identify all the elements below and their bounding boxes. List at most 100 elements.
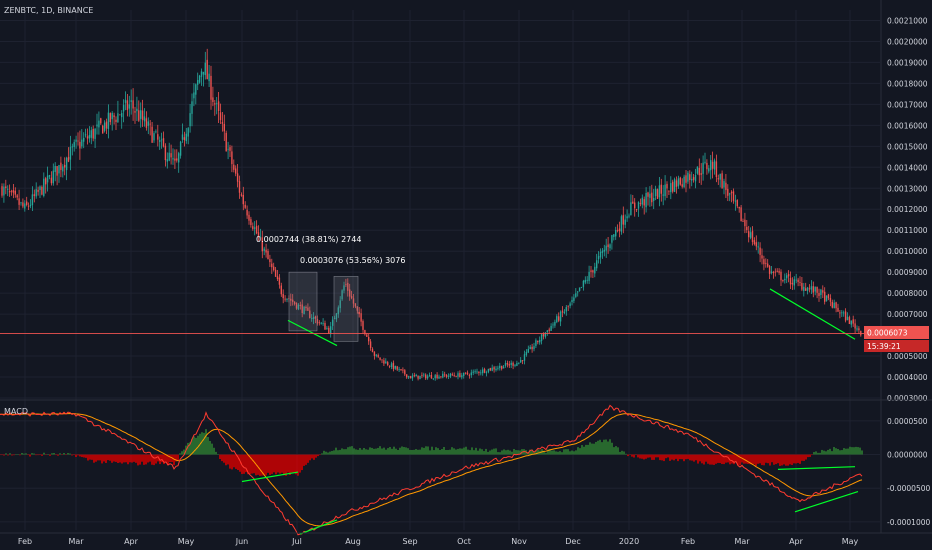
macd-hist-bar — [105, 454, 107, 463]
macd-hist-bar — [753, 454, 755, 465]
y-tick-label: 0.0017000 — [887, 100, 928, 109]
candle-body — [776, 270, 778, 272]
macd-hist-bar — [787, 454, 789, 466]
candle-body — [311, 318, 313, 319]
drawings — [0, 271, 864, 347]
measure-box-2 — [333, 276, 359, 342]
x-tick-label: Apr — [789, 537, 804, 546]
candle-body — [746, 226, 748, 230]
candle-body — [451, 374, 453, 376]
candle-body — [514, 365, 516, 366]
macd-hist-bar — [37, 454, 39, 456]
candle-body — [708, 168, 710, 172]
price-tag: 0.0006073 15:39:21 — [864, 326, 929, 352]
candle-body — [825, 295, 828, 301]
macd-hist-bar — [285, 454, 287, 476]
macd-hist-bar — [585, 444, 587, 455]
trendline-price-1 — [287, 319, 338, 347]
candle-body — [440, 376, 442, 378]
x-tick-label: Feb — [18, 537, 32, 546]
y-tick-label: 0.0004000 — [887, 373, 928, 382]
candle-body — [159, 140, 161, 142]
macd-hist-bar — [319, 454, 321, 456]
candle-body — [751, 230, 754, 242]
macd-hist-bar — [455, 449, 457, 455]
candle-body — [79, 141, 81, 149]
x-tick-label: Apr — [124, 537, 139, 546]
macd-hist-bar — [325, 451, 327, 455]
candle-body — [558, 316, 560, 321]
macd-hist-bar — [221, 454, 223, 462]
macd-hist-bar — [331, 451, 333, 455]
macd-hist-bar — [765, 454, 767, 463]
macd-hist-bar — [545, 452, 547, 455]
candle-body — [235, 168, 237, 174]
macd-hist-bar — [563, 449, 565, 455]
candle-body — [240, 194, 243, 196]
macd-hist-bar — [51, 453, 53, 455]
candle-body — [214, 103, 216, 105]
y-tick-label: 0.0007000 — [887, 310, 928, 319]
macd-signal-line — [0, 412, 863, 527]
macd-hist-bar — [163, 454, 165, 465]
candle-body — [324, 323, 326, 330]
macd-hist-bar — [43, 452, 45, 455]
macd-hist-bar — [555, 451, 557, 455]
candle-body — [58, 165, 60, 174]
macd-hist-bar — [587, 444, 589, 455]
macd-hist-bar — [173, 454, 175, 466]
candle-body — [757, 246, 759, 248]
candle-body — [246, 209, 248, 216]
macd-hist-bar — [345, 449, 347, 455]
macd-hist-bar — [571, 450, 573, 455]
candle-body — [489, 368, 491, 371]
candle-body — [265, 249, 267, 253]
candle-body — [145, 118, 148, 128]
candle-body — [518, 362, 520, 364]
candle-body — [715, 161, 718, 178]
macd-hist-bar — [361, 449, 363, 455]
candle-body — [103, 122, 106, 131]
macd-hist-bar — [723, 454, 725, 465]
candle-body — [504, 363, 507, 366]
macd-hist-bar — [337, 450, 339, 455]
candle-body — [3, 186, 5, 196]
candle-body — [269, 259, 271, 263]
macd-hist-bar — [309, 454, 311, 461]
candle-body — [521, 360, 524, 362]
macd-hist-bar — [599, 439, 601, 455]
candle-body — [50, 177, 53, 184]
candle-body — [622, 215, 624, 225]
macd-hist-bar — [561, 452, 563, 455]
macd-hist-bar — [67, 453, 69, 455]
candle-body — [770, 271, 773, 273]
candle-body — [217, 101, 220, 112]
candle-body — [62, 166, 64, 172]
macd-hist-bar — [611, 442, 613, 455]
macd-hist-bar — [675, 454, 677, 459]
candle-body — [829, 297, 832, 302]
candle-body — [411, 375, 414, 379]
macd-hist-bar — [89, 454, 91, 460]
macd-hist-bar — [329, 451, 331, 455]
candle-body — [349, 289, 351, 297]
candle-body — [155, 131, 157, 133]
macd-hist-bar — [835, 448, 837, 455]
macd-hist-bar — [283, 454, 285, 476]
candle-body — [468, 375, 471, 376]
macd-hist-bar — [763, 454, 765, 466]
candle-body — [223, 123, 225, 132]
candle-body — [852, 319, 854, 324]
macd-hist-bar — [475, 447, 477, 455]
candle-body — [649, 193, 651, 198]
candle-body — [548, 329, 550, 331]
x-tick-label: Dec — [565, 537, 580, 546]
macd-hist-bar — [375, 448, 377, 455]
macd-hist-bar — [647, 454, 649, 458]
macd-hist-bar — [767, 454, 769, 464]
macd-hist-bar — [207, 436, 209, 455]
candle-body — [282, 294, 284, 299]
candle-body — [478, 371, 480, 373]
macd-hist-bar — [431, 446, 433, 455]
macd-hist-bar — [381, 448, 383, 455]
